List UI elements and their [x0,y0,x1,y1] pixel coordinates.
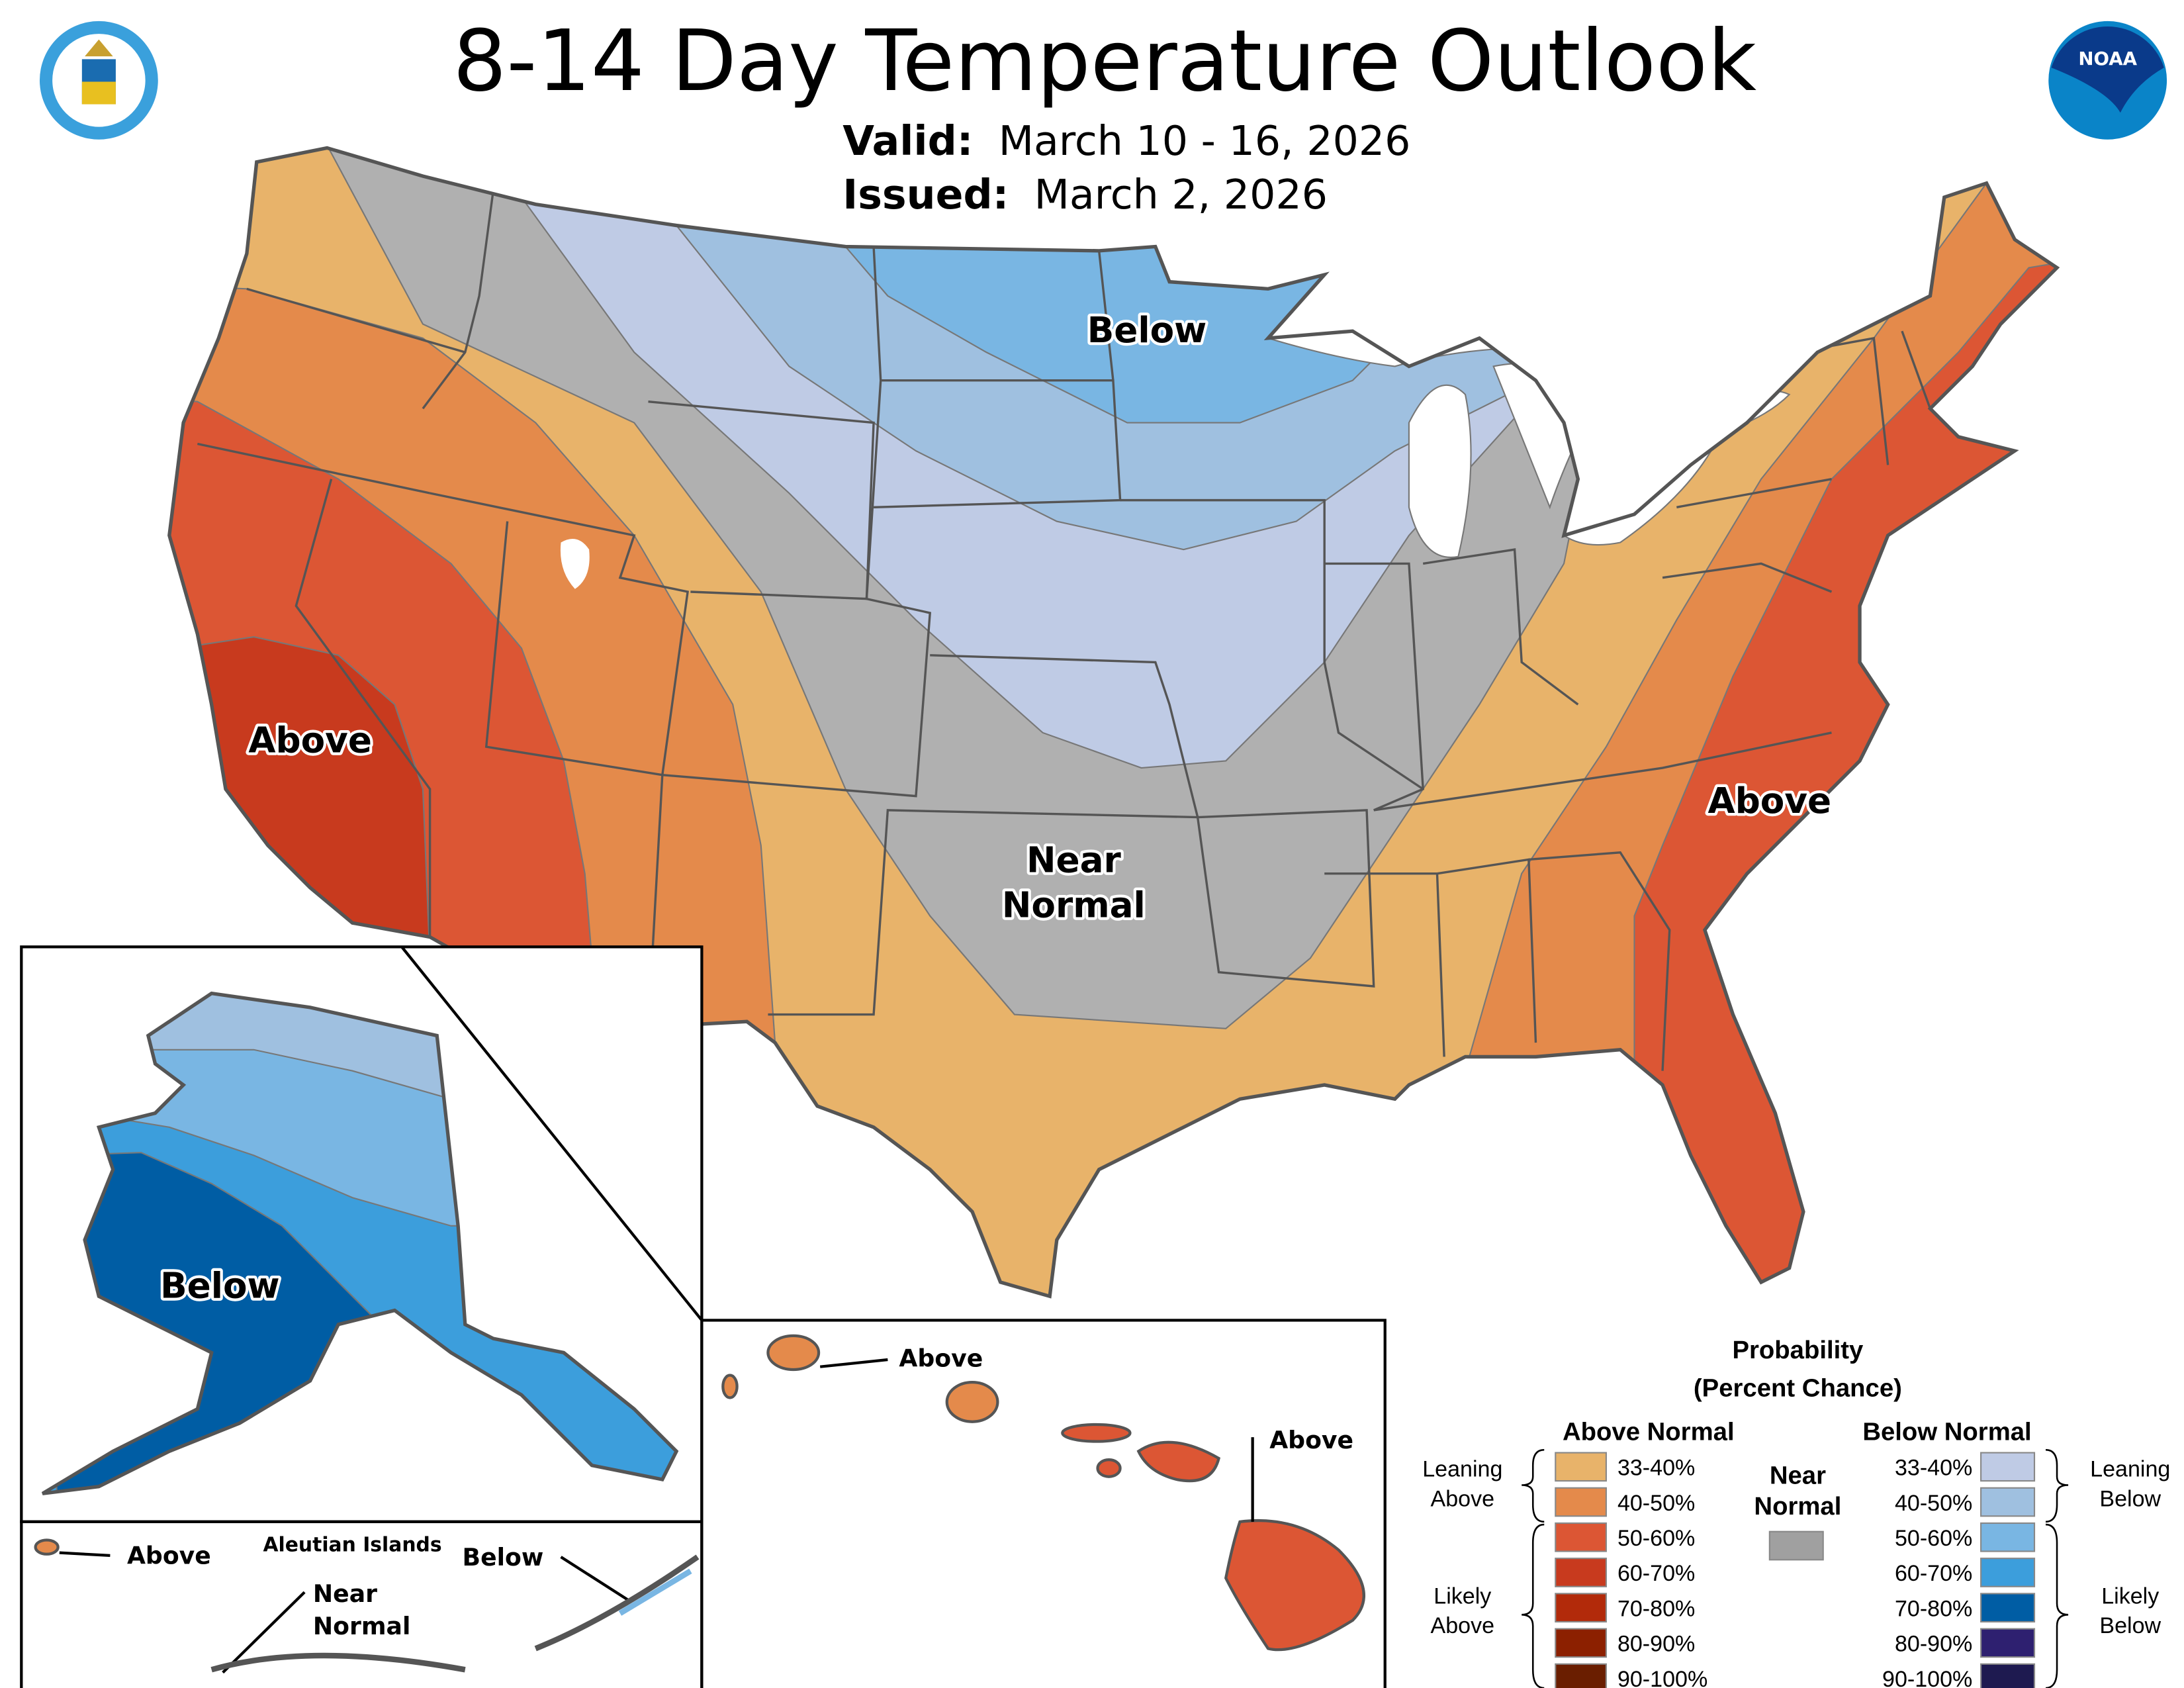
zone-above-60-70-west [169,636,431,988]
label-hawaii-above-big-island: Above [1269,1426,1353,1454]
legend-above-range: 80-90% [1617,1632,1695,1657]
legend-above-range: 50-60% [1617,1526,1695,1551]
legend-above-swatch [1555,1522,1607,1552]
legend-likely-above-line2: Above [1431,1613,1495,1638]
legend-title-line1: Probability [1732,1336,1864,1364]
legend-near-line2: Normal [1754,1492,1841,1521]
legend-above-swatch [1555,1593,1607,1623]
great-salt-lake [560,539,590,589]
legend-above-range: 60-70% [1617,1561,1695,1586]
legend-leaning-below-line1: Leaning [2090,1457,2170,1482]
legend-above-range: 70-80% [1617,1596,1695,1621]
legend-above-rows: 33-40% 40-50% 50-60% 60-70% 70-80% 80-90% 90-1… [1555,1452,1707,1688]
legend-above-header: Above Normal [1563,1417,1735,1446]
label-aleutian-title: Aleutian Islands [263,1534,441,1557]
legend-above-swatch [1555,1558,1607,1587]
legend-braces [1522,1448,2069,1688]
label-conus-above-west: Above [248,720,372,761]
legend-below-swatch [1980,1522,2036,1552]
legend-likely-below-line2: Below [2099,1613,2161,1638]
legend-leaning-above-line2: Above [1431,1486,1495,1511]
label-aleutian-below: Below [463,1543,544,1571]
legend-below-range: 50-60% [1895,1526,1972,1551]
issued-label: Issued: [842,171,1009,218]
legend-likely-above-line1: Likely [1433,1583,1491,1609]
label-near-normal-line2: Normal [1002,885,1146,926]
alaska-inset: Below [20,945,704,1523]
label-aleutian-near-line1: Near [313,1579,377,1608]
legend-below-swatch [1980,1628,2036,1658]
hawaii-inset: Above Above [700,1319,1387,1688]
legend-leaning-below-line2: Below [2099,1486,2161,1511]
noaa-logo: NOAA [2048,21,2167,140]
noaa-logo-text: NOAA [2078,48,2137,70]
legend-near-normal-swatch [1768,1530,1824,1561]
legend-likely-below-line1: Likely [2101,1583,2159,1609]
legend-below-swatch [1980,1558,2036,1587]
legend-above-range: 33-40% [1617,1456,1695,1481]
valid-value: March 10 - 16, 2026 [999,117,1411,165]
legend-leaning-above-line1: Leaning [1422,1457,1502,1482]
valid-line: Valid: March 10 - 16, 2026 [842,117,1410,165]
legend-below-range: 90-100% [1882,1667,1972,1688]
aleutian-inset: Aleutian Islands Above Near Normal Below [20,1520,704,1688]
label-hawaii-above-kauai: Above [899,1344,983,1373]
label-aleutian-above: Above [127,1542,211,1570]
legend-below-range: 33-40% [1895,1456,1972,1481]
legend-below-rows: 33-40% 40-50% 50-60% 60-70% 70-80% 80-90% 90-1… [1882,1452,2036,1688]
legend-below-swatch [1980,1452,2036,1482]
legend-above-range: 40-50% [1617,1491,1695,1516]
legend-above-swatch [1555,1628,1607,1658]
legend-near-line1: Near [1770,1461,1826,1489]
label-near-normal-line1: Near [1026,840,1122,881]
issued-value: March 2, 2026 [1034,171,1328,218]
legend-below-header: Below Normal [1862,1417,2031,1446]
legend-below-range: 70-80% [1895,1596,1972,1621]
legend-title-line2: (Percent Chance) [1694,1374,1902,1402]
label-conus-below: Below [1087,310,1207,351]
legend-below-range: 60-70% [1895,1561,1972,1586]
conus-outline [167,146,2060,1299]
legend-below-range: 40-50% [1895,1491,1972,1516]
legend: Probability (Percent Chance) Above Norma… [1422,1336,2170,1688]
page-title: 8-14 Day Temperature Outlook [453,12,1756,111]
state-borders [197,190,1932,1071]
legend-above-range: 90-100% [1617,1667,1707,1688]
legend-above-swatch [1555,1487,1607,1517]
label-conus-above-east: Above [1708,780,1832,821]
legend-above-swatch [1555,1663,1607,1688]
label-aleutian-near-line2: Normal [313,1612,410,1640]
legend-below-range: 80-90% [1895,1632,1972,1657]
valid-label: Valid: [842,117,973,165]
issued-line: Issued: March 2, 2026 [842,171,1328,218]
legend-below-swatch [1980,1663,2036,1688]
label-alaska-below: Below [160,1265,280,1306]
legend-above-swatch [1555,1452,1607,1482]
legend-below-swatch [1980,1487,2036,1517]
legend-below-swatch [1980,1593,2036,1623]
commerce-seal-logo [39,21,158,140]
